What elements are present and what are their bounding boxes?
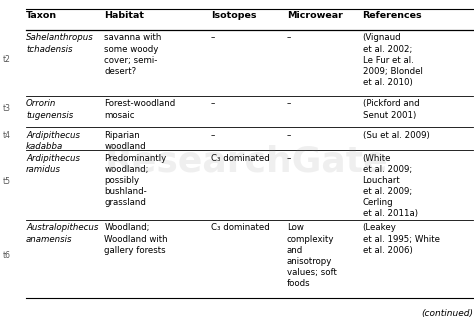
Text: t5: t5: [2, 177, 10, 186]
Text: Habitat: Habitat: [104, 11, 144, 20]
Text: –: –: [211, 99, 215, 109]
Text: Australopithecus
anamensis: Australopithecus anamensis: [26, 223, 99, 243]
Text: –: –: [287, 99, 291, 109]
Text: savanna with
some woody
cover; semi-
desert?: savanna with some woody cover; semi- des…: [104, 33, 162, 76]
Text: t6: t6: [2, 251, 10, 260]
Text: Riparian
woodland: Riparian woodland: [104, 131, 146, 151]
Text: Taxon: Taxon: [26, 11, 57, 20]
Text: Orrorin
tugenensis: Orrorin tugenensis: [26, 99, 73, 119]
Text: t4: t4: [2, 131, 10, 140]
Text: C₃ dominated: C₃ dominated: [211, 154, 270, 163]
Text: (Leakey
et al. 1995; White
et al. 2006): (Leakey et al. 1995; White et al. 2006): [363, 223, 439, 255]
Text: t2: t2: [2, 55, 10, 64]
Text: Woodland;
Woodland with
gallery forests: Woodland; Woodland with gallery forests: [104, 223, 168, 255]
Text: Sahelanthropus
tchadensis: Sahelanthropus tchadensis: [26, 33, 94, 53]
Text: References: References: [363, 11, 422, 20]
Text: Microwear: Microwear: [287, 11, 343, 20]
Text: Ardipithecus
ramidus: Ardipithecus ramidus: [26, 154, 80, 174]
Text: –: –: [211, 33, 215, 43]
Text: (White
et al. 2009;
Louchart
et al. 2009;
Cerling
et al. 2011a): (White et al. 2009; Louchart et al. 2009…: [363, 154, 418, 218]
Text: –: –: [287, 154, 291, 163]
Text: (Su et al. 2009): (Su et al. 2009): [363, 131, 429, 140]
Text: t3: t3: [2, 104, 10, 112]
Text: C₃ dominated: C₃ dominated: [211, 223, 270, 232]
Text: Low
complexity
and
anisotropy
values; soft
foods: Low complexity and anisotropy values; so…: [287, 223, 337, 288]
Text: (Pickford and
Senut 2001): (Pickford and Senut 2001): [363, 99, 419, 119]
Text: Ardipithecus
kadabba: Ardipithecus kadabba: [26, 131, 80, 151]
Text: –: –: [287, 131, 291, 140]
Text: –: –: [287, 33, 291, 43]
Text: (Vignaud
et al. 2002;
Le Fur et al.
2009; Blondel
et al. 2010): (Vignaud et al. 2002; Le Fur et al. 2009…: [363, 33, 422, 87]
Text: Predominantly
woodland;
possibly
bushland-
grassland: Predominantly woodland; possibly bushlan…: [104, 154, 166, 207]
Text: –: –: [211, 131, 215, 140]
Text: Forest-woodland
mosaic: Forest-woodland mosaic: [104, 99, 175, 119]
Text: Isotopes: Isotopes: [211, 11, 256, 20]
Text: (continued): (continued): [421, 309, 473, 318]
Text: ResearchGate: ResearchGate: [105, 144, 388, 178]
